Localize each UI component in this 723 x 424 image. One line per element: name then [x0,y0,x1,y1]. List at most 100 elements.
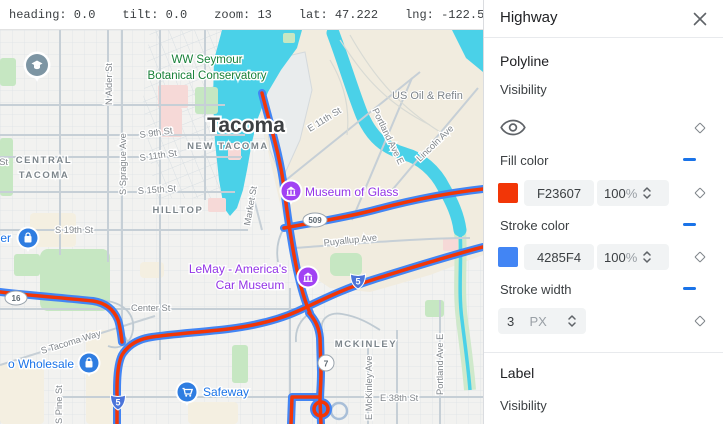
svg-text:E McKinley Ave: E McKinley Ave [364,356,374,420]
fill-opacity-value: 100 [604,185,626,201]
svg-text:TACOMA: TACOMA [19,170,70,181]
svg-text:Safeway: Safeway [203,385,249,399]
stroke-hex-value: 4285F4 [536,249,582,265]
fill-color-swatch[interactable] [498,183,518,203]
svg-text:HILLTOP: HILLTOP [153,205,204,216]
stat-tilt: tilt: 0.0 [122,7,188,22]
school-pin[interactable] [23,51,51,83]
shopping-cart-icon [182,387,194,397]
stroke-width-stepper[interactable]: 3 PX [498,308,586,334]
museum-icon [286,186,296,196]
svg-text:MCKINLEY: MCKINLEY [335,339,397,350]
museum-of-glass-pin[interactable] [279,179,303,206]
svg-text:US Oil & Refin: US Oil & Refin [392,90,463,102]
stat-lng: lng: -122.510 [405,7,499,22]
stroke-width-unit: PX [529,313,547,329]
stroke-width-label: Stroke width [500,282,572,297]
svg-text:Car Museum: Car Museum [216,278,285,292]
bay-corner [452,30,483,72]
stat-heading: heading: 0.0 [9,7,96,22]
svg-text:S Sprague Ave: S Sprague Ave [118,133,128,195]
svg-text:E 38th St: E 38th St [380,393,419,403]
svg-text:7: 7 [324,359,329,369]
waterway [213,30,302,216]
panel-header: Highway [484,0,723,38]
fill-opacity-stepper[interactable]: 100% [597,180,669,206]
svg-text:Portland Ave E: Portland Ave E [435,334,445,395]
stroke-width-value: 3 [507,313,515,329]
eye-icon [500,119,526,136]
fill-color-remove-dash-icon[interactable] [683,158,696,161]
graduation-cap-icon [31,60,43,70]
safeway-pin[interactable] [175,380,199,407]
svg-text:CENTRAL: CENTRAL [16,155,73,166]
stroke-hex-input[interactable]: 4285F4 [524,244,594,270]
shopping-bag-icon [24,232,32,243]
stroke-color-remove-dash-icon[interactable] [683,223,696,226]
svg-text:er: er [0,231,11,245]
label-section-title: Label [500,365,535,381]
wholesale-pin[interactable] [77,351,101,378]
parks [0,33,444,383]
city-label: Tacoma [207,114,285,137]
map-stats-bar: heading: 0.0 tilt: 0.0 zoom: 13 lat: 47.… [0,0,499,30]
shopping-bag-icon [85,357,93,368]
arterial-roads [0,30,483,424]
area-labels: CENTRAL TACOMA NEW TACOMA HILLTOP MCKINL… [14,140,397,352]
visibility-toggle[interactable] [500,117,526,143]
interstate-shield-5-north: 5 [349,273,367,290]
lemay-museum-pin[interactable] [296,265,320,292]
stroke-opacity-unit: % [625,249,638,265]
stat-lat: lat: 47.222 [298,7,379,22]
svg-text:N Alder St: N Alder St [104,63,114,105]
stroke-opacity-value: 100 [604,249,626,265]
stroke-opacity-stepper[interactable]: 100% [597,244,669,270]
stroke-color-label: Stroke color [500,218,570,233]
svg-text:509: 509 [308,216,322,225]
poi-labels[interactable]: WW Seymour Botanical Conservatory Museum… [0,53,464,401]
commercial-blocks [158,85,458,251]
fill-inherit-diamond-icon[interactable] [694,187,706,199]
svg-text:o Wholesale: o Wholesale [8,357,74,371]
map-canvas[interactable]: 16 509 7 5 5 N Alder St S Sprague Ave Ma… [0,30,483,424]
svg-text:S 19th St: S 19th St [55,225,94,235]
stepper-arrows-icon[interactable] [642,248,652,266]
section-divider [484,352,723,353]
close-button[interactable] [689,8,711,30]
svg-text:St: St [0,157,8,167]
fill-hex-input[interactable]: F23607 [524,180,594,206]
polyline-visibility-label: Visibility [500,82,547,97]
width-inherit-diamond-icon[interactable] [694,315,706,327]
stroke-width-remove-dash-icon[interactable] [683,287,696,290]
svg-text:WW Seymour: WW Seymour [172,54,243,66]
svg-text:Museum of Glass: Museum of Glass [305,185,398,199]
stepper-arrows-icon[interactable] [567,312,577,330]
port-lines [329,34,446,136]
close-icon [693,12,707,26]
route-shield-509: 509 [302,212,328,228]
museum-icon [303,272,313,282]
visibility-inherit-diamond-icon[interactable] [694,122,706,134]
polyline-section-title: Polyline [500,53,550,69]
stepper-arrows-icon[interactable] [642,184,652,202]
route-shield-16: 16 [4,290,28,306]
stroke-inherit-diamond-icon[interactable] [694,251,706,263]
svg-text:Botanical Conservatory: Botanical Conservatory [148,70,267,82]
label-visibility-label: Visibility [500,398,547,413]
stroke-color-swatch[interactable] [498,247,518,267]
route-shield-7: 7 [317,354,335,372]
svg-text:Center St: Center St [131,303,171,313]
puyallup-river [326,30,467,237]
fill-hex-value: F23607 [536,185,582,201]
svg-text:S 15th St: S 15th St [137,183,176,196]
store-pin-west[interactable] [16,226,40,253]
panel-title: Highway [500,9,558,26]
fill-color-label: Fill color [500,153,549,168]
svg-text:S Pine St: S Pine St [54,385,64,424]
svg-text:16: 16 [12,294,21,303]
svg-text:5: 5 [355,277,360,287]
fill-opacity-unit: % [625,185,638,201]
stat-zoom: zoom: 13 [214,7,272,22]
interstate-shield-5-south: 5 [109,394,127,411]
